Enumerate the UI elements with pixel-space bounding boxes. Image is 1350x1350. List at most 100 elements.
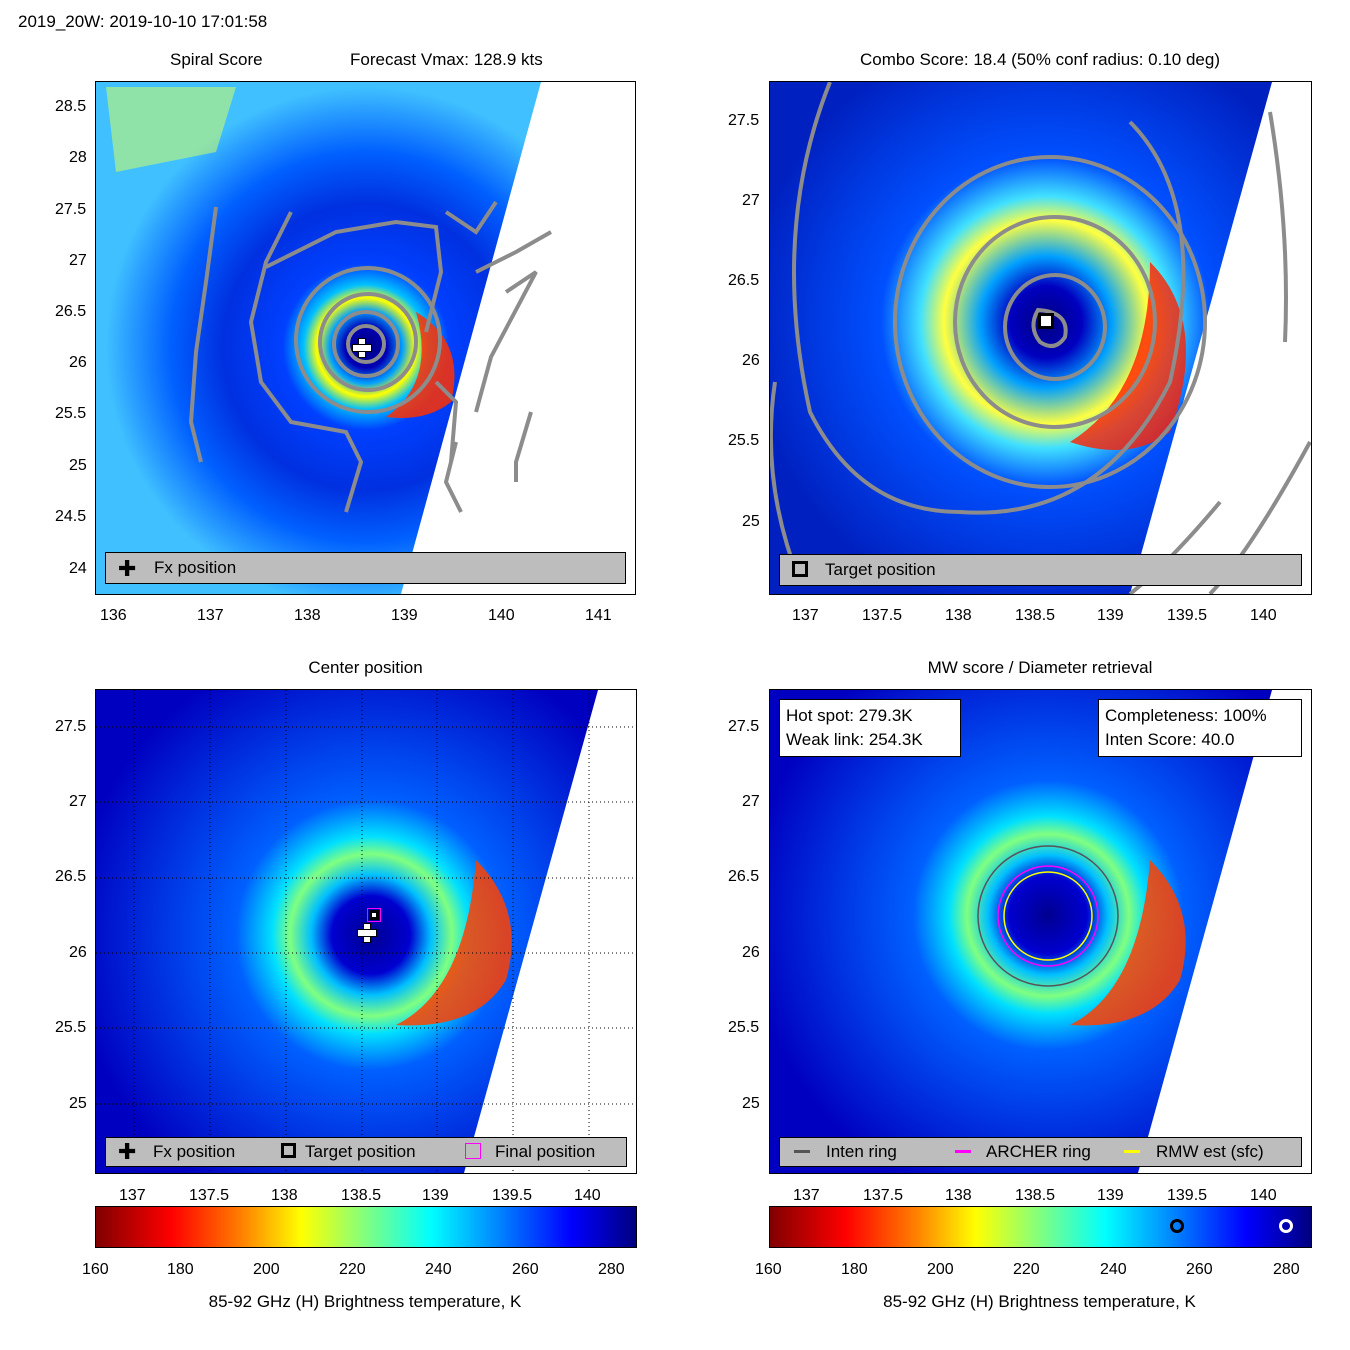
x-tick: 138.5 xyxy=(1015,607,1056,624)
eyewall-warm-band xyxy=(1070,860,1186,1026)
y-tick: 25.5 xyxy=(728,432,760,449)
colorbar-tick: 280 xyxy=(598,1261,625,1278)
hot-spot-infobox: Hot spot: 279.3K Weak link: 254.3K xyxy=(779,699,961,757)
spiral-panel-title: Spiral Score xyxy=(170,50,263,69)
spiral-score-plot: ✚ Fx position xyxy=(95,81,636,595)
target-legend-icon xyxy=(281,1143,296,1158)
target-position-marker xyxy=(1038,313,1054,329)
y-tick: 25.5 xyxy=(55,405,87,422)
y-tick: 27 xyxy=(742,793,760,810)
colorbar-tick: 240 xyxy=(425,1261,452,1278)
x-tick: 137.5 xyxy=(189,1187,230,1204)
archer-ring xyxy=(997,865,1099,967)
y-tick: 25.5 xyxy=(55,1019,87,1036)
mw-legend: Inten ring ARCHER ring RMW est (sfc) xyxy=(779,1137,1302,1167)
inten-ring-legend-line xyxy=(794,1150,810,1153)
combo-legend: Target position xyxy=(779,554,1302,586)
colorbar-tick: 280 xyxy=(1273,1261,1300,1278)
fx-legend-label: Fx position xyxy=(153,1142,236,1161)
y-tick: 26.5 xyxy=(55,303,87,320)
x-tick: 138 xyxy=(271,1187,298,1204)
final-position-marker xyxy=(367,908,381,922)
x-tick: 137 xyxy=(792,607,819,624)
x-tick: 137.5 xyxy=(863,1187,904,1204)
inten-ring xyxy=(977,845,1119,987)
swath-coverage xyxy=(770,690,1272,1173)
x-tick: 139.5 xyxy=(1167,1187,1208,1204)
y-tick: 28.5 xyxy=(55,98,87,115)
colorbar-tick: 200 xyxy=(927,1261,954,1278)
swath-coverage xyxy=(96,690,598,1173)
target-legend-label: Target position xyxy=(305,1142,416,1161)
final-legend-icon xyxy=(465,1143,481,1159)
y-tick: 27 xyxy=(69,793,87,810)
center-position-plot: ✚ Fx position Target position Final posi… xyxy=(95,689,637,1174)
weak-link-marker xyxy=(1170,1219,1184,1233)
hotspot-warm-band xyxy=(386,312,455,418)
x-tick: 139 xyxy=(391,607,418,624)
x-tick: 137 xyxy=(119,1187,146,1204)
forecast-vmax-title: Forecast Vmax: 128.9 kts xyxy=(350,50,543,69)
colorbar-right-label: 85-92 GHz (H) Brightness temperature, K xyxy=(883,1292,1196,1311)
x-tick: 140 xyxy=(488,607,515,624)
y-tick: 25.5 xyxy=(728,1019,760,1036)
fx-position-marker xyxy=(352,338,372,358)
x-tick: 138 xyxy=(945,1187,972,1204)
colorbar-tick: 180 xyxy=(167,1261,194,1278)
target-legend-icon xyxy=(792,561,808,577)
center-legend: ✚ Fx position Target position Final posi… xyxy=(105,1137,627,1167)
figure-title: 2019_20W: 2019-10-10 17:01:58 xyxy=(18,12,268,31)
x-tick: 138 xyxy=(294,607,321,624)
x-tick: 138.5 xyxy=(341,1187,382,1204)
archer-ring-legend-line xyxy=(955,1150,971,1153)
y-tick: 26 xyxy=(742,944,760,961)
colorbar-left xyxy=(95,1206,637,1248)
colorbar-tick: 180 xyxy=(841,1261,868,1278)
y-tick: 25 xyxy=(742,513,760,530)
x-tick: 141 xyxy=(585,607,612,624)
y-tick: 27 xyxy=(69,252,87,269)
y-tick: 27 xyxy=(742,192,760,209)
inten-ring-legend-label: Inten ring xyxy=(826,1142,897,1161)
y-tick: 27.5 xyxy=(728,112,760,129)
hot-spot-value: Hot spot: 279.3K xyxy=(786,706,913,725)
completeness-value: Completeness: 100% xyxy=(1105,706,1267,725)
mw-panel-title: MW score / Diameter retrieval xyxy=(927,658,1153,677)
colorbar-tick: 160 xyxy=(755,1261,782,1278)
x-tick: 136 xyxy=(100,607,127,624)
y-tick: 26.5 xyxy=(55,868,87,885)
combo-panel-title: Combo Score: 18.4 (50% conf radius: 0.10… xyxy=(859,50,1221,69)
fx-legend-icon: ✚ xyxy=(118,556,137,581)
colorbar-tick: 260 xyxy=(512,1261,539,1278)
y-tick: 25 xyxy=(69,457,87,474)
colorbar-tick: 160 xyxy=(82,1261,109,1278)
y-tick: 27.5 xyxy=(728,718,760,735)
target-legend-label: Target position xyxy=(825,560,936,579)
completeness-infobox: Completeness: 100% Inten Score: 40.0 xyxy=(1098,699,1302,757)
archer-ring-legend-label: ARCHER ring xyxy=(986,1142,1091,1161)
rmw-ring xyxy=(1003,871,1093,961)
x-tick: 138 xyxy=(945,607,972,624)
y-tick: 25 xyxy=(69,1095,87,1112)
y-tick: 28 xyxy=(69,149,87,166)
target-position-marker xyxy=(369,910,379,920)
x-tick: 140 xyxy=(574,1187,601,1204)
combo-score-plot: Target position xyxy=(769,81,1312,595)
hot-spot-marker xyxy=(1279,1219,1293,1233)
y-tick: 26 xyxy=(69,944,87,961)
x-tick: 139.5 xyxy=(1167,607,1208,624)
x-tick: 137 xyxy=(197,607,224,624)
colorbar-right xyxy=(769,1206,1312,1248)
y-tick: 27.5 xyxy=(55,718,87,735)
fx-legend-icon: ✚ xyxy=(118,1139,137,1164)
colorbar-tick: 200 xyxy=(253,1261,280,1278)
final-legend-label: Final position xyxy=(495,1142,596,1161)
y-tick: 26.5 xyxy=(728,868,760,885)
x-tick: 139 xyxy=(1097,607,1124,624)
y-tick: 26.5 xyxy=(728,272,760,289)
y-tick: 24 xyxy=(69,560,87,577)
fx-legend-label: Fx position xyxy=(154,558,237,577)
center-panel-title: Center position xyxy=(308,658,423,677)
colorbar-tick: 220 xyxy=(1013,1261,1040,1278)
weak-link-value: Weak link: 254.3K xyxy=(786,730,923,749)
